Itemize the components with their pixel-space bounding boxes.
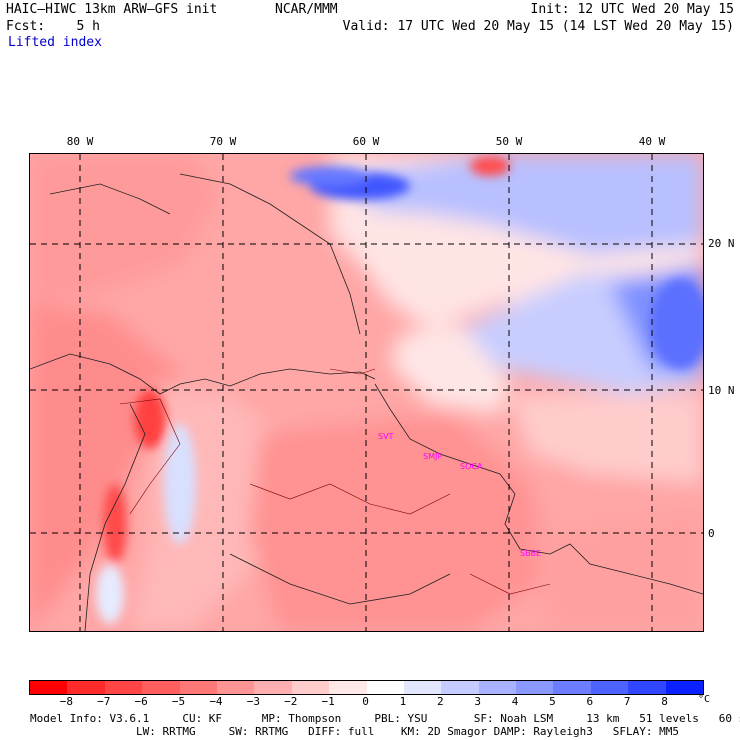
color-scale-tick-label: 2	[436, 695, 444, 708]
color-scale-tick-label: −1	[321, 695, 335, 708]
model-title: HAIC–HIWC 13km ARW–GFS init	[6, 2, 218, 17]
color-scale-cell	[553, 681, 591, 694]
valid-time: Valid: 17 UTC Wed 20 May 15 (14 LST Wed …	[342, 19, 734, 34]
coastlines	[30, 173, 703, 631]
lifted-index-map: SVT SMJP SOCA SBBE	[29, 153, 704, 632]
color-scale-cell	[142, 681, 180, 694]
init-time: Init: 12 UTC Wed 20 May 15	[530, 2, 735, 17]
lon-label-60w: 60 W	[352, 135, 380, 148]
color-scale-cell	[441, 681, 479, 694]
lon-label-80w: 80 W	[66, 135, 94, 148]
color-scale-tick-label: 4	[511, 695, 519, 708]
color-scale-cell	[179, 681, 217, 694]
color-scale-cell	[30, 681, 68, 694]
color-scale-tick-label: 7	[623, 695, 631, 708]
station-svt: SVT	[378, 432, 394, 441]
field-extremes	[96, 156, 703, 624]
lon-label-40w: 40 W	[638, 135, 666, 148]
station-soca: SOCA	[460, 462, 483, 471]
lon-label-50w: 50 W	[495, 135, 523, 148]
color-scale-tick-label: −7	[97, 695, 111, 708]
color-scale-bar	[29, 680, 704, 695]
lat-label-10n: 10 N	[708, 384, 735, 397]
color-scale-cell	[254, 681, 292, 694]
unit-label: °C	[698, 694, 711, 705]
color-scale-cell	[366, 681, 404, 694]
color-scale-tick-label: −3	[246, 695, 260, 708]
color-scale-tick-label: −2	[284, 695, 298, 708]
lat-label-0: 0	[708, 527, 715, 540]
color-scale-cell	[216, 681, 255, 694]
color-scale-cell	[329, 681, 367, 694]
model-info-line1: Model Info: V3.6.1 CU: KF MP: Thompson P…	[30, 712, 740, 725]
color-scale-tick-label: 6	[586, 695, 594, 708]
color-scale-cell	[516, 681, 554, 694]
color-scale-tick-label: −5	[171, 695, 186, 708]
color-scale-cell	[67, 681, 105, 694]
color-scale-cell	[590, 681, 629, 694]
field-shading	[30, 154, 703, 631]
color-scale-tick-label: 8	[661, 695, 668, 708]
color-scale-tick-label: −4	[209, 695, 223, 708]
org-label: NCAR/MMM	[275, 2, 338, 17]
lat-label-20n: 20 N	[708, 237, 735, 250]
color-scale-tick-label: 0	[362, 695, 369, 708]
field-name: Lifted index	[8, 35, 102, 50]
color-scale-cell	[628, 681, 666, 694]
color-scale-tick-label: 5	[549, 695, 556, 708]
color-scale-tick-label: 1	[399, 695, 407, 708]
color-scale-tick-label: −6	[134, 695, 148, 708]
color-scale-tick-label: 3	[474, 695, 481, 708]
color-scale-cell	[478, 681, 517, 694]
station-smjp: SMJP	[423, 452, 443, 461]
color-scale-cell	[665, 681, 704, 694]
contours	[119, 368, 551, 595]
color-scale-cell	[104, 681, 143, 694]
color-scale-tick-label: −8	[59, 695, 73, 708]
forecast-hour: Fcst: 5 h	[6, 19, 100, 34]
color-scale-cell	[291, 681, 330, 694]
lon-label-70w: 70 W	[209, 135, 237, 148]
color-scale-cell	[403, 681, 442, 694]
graticule	[30, 154, 703, 631]
model-info-line2: LW: RRTMG SW: RRTMG DIFF: full KM: 2D Sm…	[30, 725, 680, 738]
map-canvas	[30, 154, 703, 631]
station-sbbe: SBBE	[520, 549, 542, 558]
